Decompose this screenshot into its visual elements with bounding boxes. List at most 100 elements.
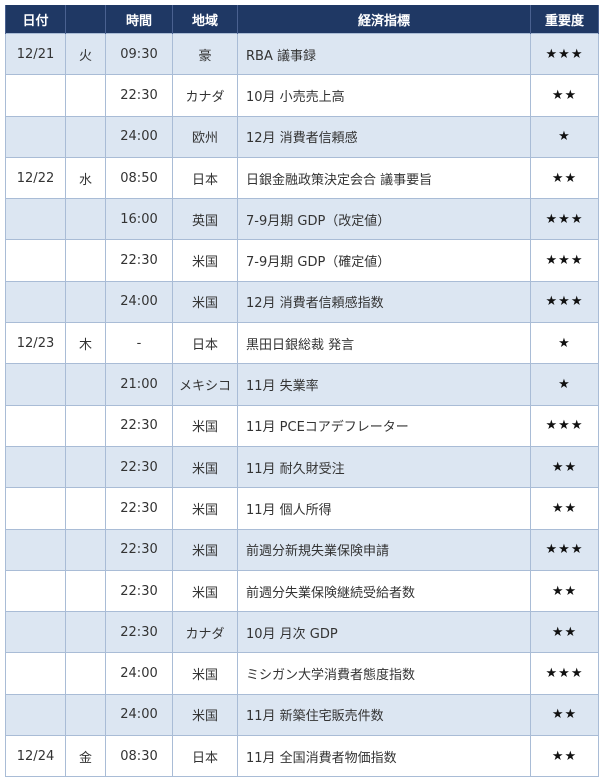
header-date: 日付 xyxy=(5,5,66,34)
importance-stars: ★★ xyxy=(530,693,599,737)
indicator-cell: 11月 個人所得 xyxy=(237,487,531,530)
table-row: 24:00 米国 11月 新築住宅販売件数 ★★ xyxy=(5,693,599,737)
region-cell: 米国 xyxy=(172,445,238,489)
time-cell: - xyxy=(105,322,173,365)
region-cell: 米国 xyxy=(172,404,238,447)
time-cell: 22:30 xyxy=(105,404,173,447)
header-weekday xyxy=(65,5,106,34)
indicator-cell: 11月 失業率 xyxy=(237,363,531,406)
region-cell: 欧州 xyxy=(172,115,238,158)
date-cell xyxy=(5,693,66,737)
weekday-cell xyxy=(65,404,106,447)
time-cell: 08:50 xyxy=(105,156,173,200)
date-cell: 12/24 xyxy=(5,735,66,778)
table-row: 22:30 米国 11月 PCEコアデフレーター ★★★ xyxy=(5,404,599,447)
date-cell xyxy=(5,280,66,324)
weekday-cell xyxy=(65,280,106,324)
weekday-cell: 火 xyxy=(65,32,106,76)
date-cell xyxy=(5,569,66,613)
table-row: 12/23 木 - 日本 黒田日銀総裁 発言 ★ xyxy=(5,322,599,365)
indicator-cell: 日銀金融政策決定会合 議事要旨 xyxy=(237,156,531,200)
time-cell: 16:00 xyxy=(105,198,173,241)
header-row: 日付 時間 地域 経済指標 重要度 xyxy=(5,5,599,34)
time-cell: 22:30 xyxy=(105,569,173,613)
time-cell: 24:00 xyxy=(105,652,173,695)
importance-stars: ★★★ xyxy=(530,404,599,447)
time-cell: 24:00 xyxy=(105,115,173,158)
weekday-cell xyxy=(65,363,106,406)
weekday-cell xyxy=(65,115,106,158)
weekday-cell: 木 xyxy=(65,322,106,365)
date-cell xyxy=(5,404,66,447)
weekday-cell: 水 xyxy=(65,156,106,200)
table-row: 22:30 カナダ 10月 小売売上高 ★★ xyxy=(5,74,599,117)
weekday-cell xyxy=(65,528,106,571)
time-cell: 08:30 xyxy=(105,735,173,778)
weekday-cell xyxy=(65,611,106,654)
weekday-cell xyxy=(65,487,106,530)
header-region: 地域 xyxy=(172,5,238,34)
region-cell: 米国 xyxy=(172,239,238,282)
date-cell xyxy=(5,74,66,117)
indicator-cell: 10月 小売売上高 xyxy=(237,74,531,117)
region-cell: 米国 xyxy=(172,280,238,324)
table-row: 22:30 米国 11月 耐久財受注 ★★ xyxy=(5,445,599,489)
indicator-cell: 12月 消費者信頼感 xyxy=(237,115,531,158)
date-cell xyxy=(5,363,66,406)
indicator-cell: 12月 消費者信頼感指数 xyxy=(237,280,531,324)
region-cell: 米国 xyxy=(172,652,238,695)
weekday-cell xyxy=(65,693,106,737)
region-cell: 米国 xyxy=(172,487,238,530)
table-row: 24:00 米国 ミシガン大学消費者態度指数 ★★★ xyxy=(5,652,599,695)
region-cell: 米国 xyxy=(172,569,238,613)
weekday-cell xyxy=(65,74,106,117)
table-row: 24:00 米国 12月 消費者信頼感指数 ★★★ xyxy=(5,280,599,324)
time-cell: 21:00 xyxy=(105,363,173,406)
time-cell: 22:30 xyxy=(105,611,173,654)
date-cell xyxy=(5,611,66,654)
region-cell: メキシコ xyxy=(172,363,238,406)
importance-stars: ★★ xyxy=(530,611,599,654)
indicator-cell: 7-9月期 GDP（改定値） xyxy=(237,198,531,241)
indicator-cell: RBA 議事録 xyxy=(237,32,531,76)
importance-stars: ★ xyxy=(530,115,599,158)
date-cell xyxy=(5,239,66,282)
time-cell: 22:30 xyxy=(105,74,173,117)
importance-stars: ★★ xyxy=(530,735,599,778)
indicator-cell: 11月 新築住宅販売件数 xyxy=(237,693,531,737)
date-cell xyxy=(5,487,66,530)
importance-stars: ★★★ xyxy=(530,528,599,571)
indicator-cell: 7-9月期 GDP（確定値） xyxy=(237,239,531,282)
table-row: 12/22 水 08:50 日本 日銀金融政策決定会合 議事要旨 ★★ xyxy=(5,156,599,200)
date-cell xyxy=(5,198,66,241)
indicator-cell: 前週分新規失業保険申請 xyxy=(237,528,531,571)
time-cell: 22:30 xyxy=(105,239,173,282)
date-cell xyxy=(5,115,66,158)
time-cell: 24:00 xyxy=(105,693,173,737)
time-cell: 09:30 xyxy=(105,32,173,76)
region-cell: 日本 xyxy=(172,322,238,365)
importance-stars: ★★★ xyxy=(530,280,599,324)
region-cell: 日本 xyxy=(172,735,238,778)
indicator-cell: 11月 全国消費者物価指数 xyxy=(237,735,531,778)
importance-stars: ★ xyxy=(530,322,599,365)
weekday-cell xyxy=(65,198,106,241)
weekday-cell xyxy=(65,652,106,695)
region-cell: 米国 xyxy=(172,693,238,737)
indicator-cell: 前週分失業保険継続受給者数 xyxy=(237,569,531,613)
region-cell: カナダ xyxy=(172,74,238,117)
table-row: 22:30 米国 11月 個人所得 ★★ xyxy=(5,487,599,530)
time-cell: 22:30 xyxy=(105,445,173,489)
weekday-cell xyxy=(65,569,106,613)
importance-stars: ★★★ xyxy=(530,239,599,282)
date-cell xyxy=(5,445,66,489)
table-row: 16:00 英国 7-9月期 GDP（改定値） ★★★ xyxy=(5,198,599,241)
weekday-cell xyxy=(65,239,106,282)
table-row: 22:30 米国 前週分失業保険継続受給者数 ★★ xyxy=(5,569,599,613)
region-cell: 米国 xyxy=(172,528,238,571)
date-cell xyxy=(5,528,66,571)
date-cell: 12/22 xyxy=(5,156,66,200)
indicator-cell: ミシガン大学消費者態度指数 xyxy=(237,652,531,695)
date-cell xyxy=(5,652,66,695)
importance-stars: ★★ xyxy=(530,156,599,200)
